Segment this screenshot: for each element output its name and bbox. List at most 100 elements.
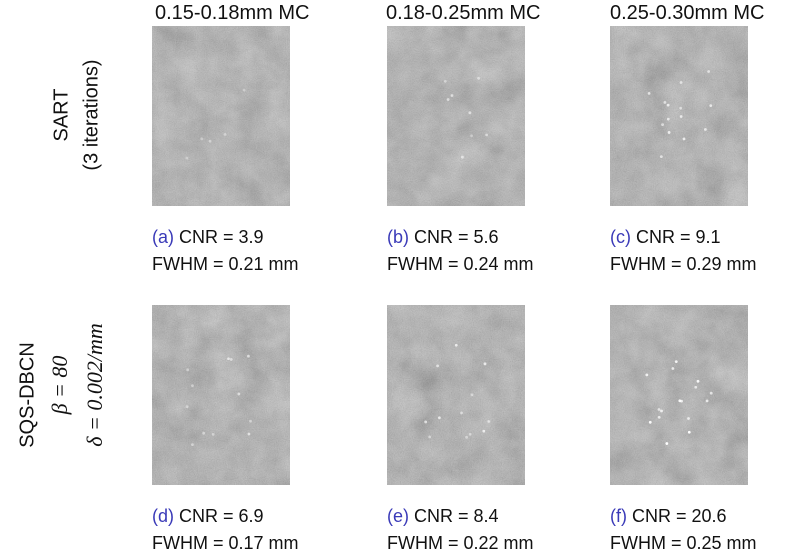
microcalcification: [212, 433, 215, 436]
column-header: 0.25-0.30mm MC: [610, 2, 765, 25]
microcalcification: [668, 131, 671, 134]
microcalcification: [683, 138, 686, 141]
microcalcification: [249, 420, 252, 423]
reconstruction-image: [387, 26, 525, 206]
microcalcification: [645, 373, 648, 376]
microcalcification: [487, 420, 490, 423]
cnr: CNR = 6.9: [179, 506, 264, 526]
fwhm: FWHM = 0.17 mm: [152, 530, 299, 554]
reconstruction-image: [387, 305, 525, 485]
microcalcification: [200, 138, 203, 141]
panel-tag: (e): [387, 506, 409, 526]
panel-tag: (d): [152, 506, 174, 526]
microcalcification: [660, 155, 663, 158]
microcalcification: [191, 443, 194, 446]
column-header: 0.15-0.18mm MC: [155, 2, 310, 25]
caption-line: (a) CNR = 3.9: [152, 224, 299, 251]
microcalcification: [460, 412, 463, 415]
microcalcification: [209, 140, 212, 143]
caption-line: (d) CNR = 6.9: [152, 503, 299, 530]
panel-tag: (a): [152, 227, 174, 247]
microcalcification: [697, 380, 700, 383]
microcalcification: [465, 436, 468, 439]
reconstruction-image: [610, 26, 748, 206]
image-noise: [610, 305, 748, 485]
reconstruction-image: [152, 305, 290, 485]
microcalcification: [243, 89, 246, 92]
caption-line: (f) CNR = 20.6: [610, 503, 757, 530]
reconstruction-image: [610, 305, 748, 485]
microcalcification: [469, 433, 472, 436]
microcalcification: [671, 367, 674, 370]
microcalcification: [438, 416, 441, 419]
image-noise: [152, 305, 290, 485]
microcalcification: [680, 115, 683, 118]
microcalcification: [444, 80, 447, 83]
microcalcification: [447, 98, 450, 101]
microcalcification: [470, 134, 473, 137]
microcalcification: [224, 133, 227, 136]
microcalcification: [485, 133, 488, 136]
microcalcification: [247, 355, 250, 358]
microcalcification: [202, 432, 205, 435]
panel-tag: (f): [610, 506, 627, 526]
microcalcification: [694, 386, 697, 389]
microcalcification: [428, 436, 431, 439]
row-label: δ = 0.002/mm: [82, 323, 108, 446]
microcalcification: [709, 104, 712, 107]
caption-line: (e) CNR = 8.4: [387, 503, 534, 530]
image-noise: [387, 26, 525, 206]
row-label: (3 iterations): [81, 59, 104, 170]
image-noise: [387, 305, 525, 485]
caption-line: (c) CNR = 9.1: [610, 224, 757, 251]
microcalcification: [710, 392, 713, 395]
microcalcification: [482, 430, 485, 433]
microcalcification: [451, 94, 454, 97]
cnr: CNR = 8.4: [414, 506, 499, 526]
microcalcification: [660, 410, 663, 413]
microcalcification: [707, 70, 710, 73]
microcalcification: [649, 421, 652, 424]
cnr: CNR = 3.9: [179, 227, 264, 247]
microcalcification: [186, 368, 189, 371]
panel-tag: (c): [610, 227, 631, 247]
microcalcification: [484, 362, 487, 365]
microcalcification: [648, 92, 651, 95]
microcalcification: [667, 118, 670, 121]
cnr: CNR = 5.6: [414, 227, 499, 247]
microcalcification: [658, 416, 661, 419]
microcalcification: [688, 431, 691, 434]
microcalcification: [186, 405, 189, 408]
caption-line: (b) CNR = 5.6: [387, 224, 534, 251]
microcalcification: [667, 104, 670, 107]
row-label: β = 80: [47, 356, 73, 415]
fwhm: FWHM = 0.29 mm: [610, 251, 757, 278]
microcalcification: [230, 358, 233, 361]
microcalcification: [663, 101, 666, 104]
microcalcification: [436, 364, 439, 367]
microcalcification: [461, 156, 464, 159]
microcalcification: [455, 344, 458, 347]
microcalcification: [665, 442, 668, 445]
microcalcification: [248, 433, 251, 436]
microcalcification: [704, 128, 707, 131]
cnr: CNR = 20.6: [632, 506, 727, 526]
microcalcification: [706, 399, 709, 402]
image-noise: [610, 26, 748, 206]
microcalcification: [424, 421, 427, 424]
microcalcification: [468, 111, 471, 114]
fwhm: FWHM = 0.24 mm: [387, 251, 534, 278]
microcalcification: [477, 77, 480, 80]
figure: 0.15-0.18mm MC 0.18-0.25mm MC 0.25-0.30m…: [0, 0, 795, 554]
microcalcification: [679, 107, 682, 110]
microcalcification: [191, 384, 194, 387]
microcalcification: [675, 360, 678, 363]
microcalcification: [227, 357, 230, 360]
cnr: CNR = 9.1: [636, 227, 721, 247]
